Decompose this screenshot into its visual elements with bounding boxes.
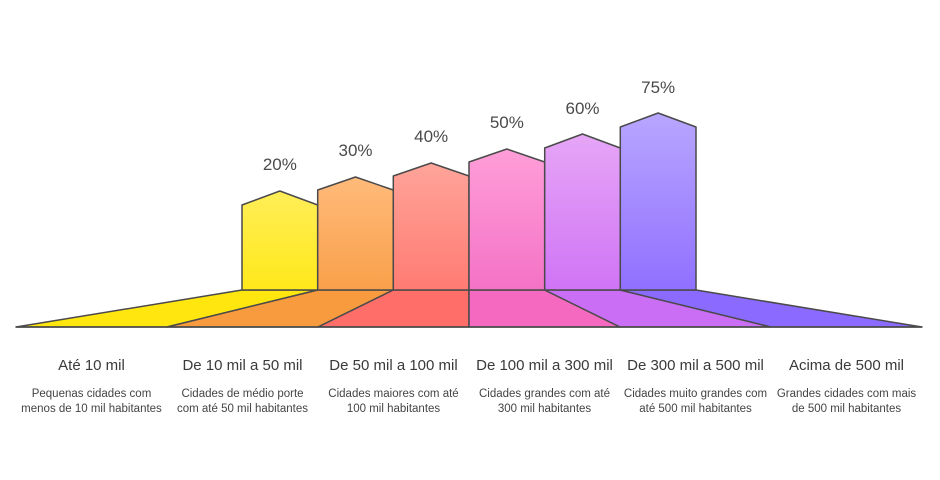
category-column: De 10 mil a 50 mil Cidades de médio porte… (170, 356, 316, 417)
value-label: 40% (414, 127, 448, 146)
category-description: Cidades grandes com até 300 mil habitant… (478, 388, 611, 415)
category-description: Pequenas cidades com menos de 10 mil hab… (21, 388, 162, 415)
category-title: De 50 mil a 100 mil (329, 357, 458, 374)
value-label: 30% (338, 141, 372, 160)
value-labels: 20% 30% 40% 50% 60% 75% (263, 78, 675, 174)
bar (316, 176, 395, 291)
value-label: 20% (263, 155, 297, 174)
category-column: De 300 mil a 500 mil Cidades muito grande… (623, 356, 769, 417)
category-description: Cidades maiores com até 100 mil habitant… (328, 388, 459, 415)
category-column: Até 10 mil Pequenas cidades com menos de … (19, 356, 165, 417)
category-column: De 50 mil a 100 mil Cidades maiores com a… (321, 356, 467, 417)
category-title: Acima de 500 mil (788, 357, 905, 374)
category-column: De 100 mil a 300 mil Cidades grandes com … (472, 356, 618, 417)
value-label: 75% (641, 78, 675, 97)
category-title: De 300 mil a 500 mil (627, 357, 764, 374)
category-column: Acima de 500 mil Grandes cidades com mais… (774, 356, 920, 417)
category-description: Cidades de médio porte com até 50 mil ha… (176, 388, 309, 415)
floor (15, 289, 923, 328)
bar (619, 112, 697, 291)
value-label: 60% (565, 99, 599, 118)
category-title: Até 10 mil (58, 357, 125, 374)
category-description: Grandes cidades com mais de 500 mil habi… (776, 388, 917, 415)
category-title: De 100 mil a 300 mil (476, 357, 613, 374)
bar (241, 190, 319, 291)
bars (241, 112, 697, 291)
bar (543, 133, 622, 291)
value-label: 50% (490, 113, 524, 132)
category-description: Cidades muito grandes com até 500 mil ha… (623, 388, 768, 415)
category-title: De 10 mil a 50 mil (182, 357, 303, 374)
bar (392, 162, 470, 291)
bar (468, 148, 546, 291)
